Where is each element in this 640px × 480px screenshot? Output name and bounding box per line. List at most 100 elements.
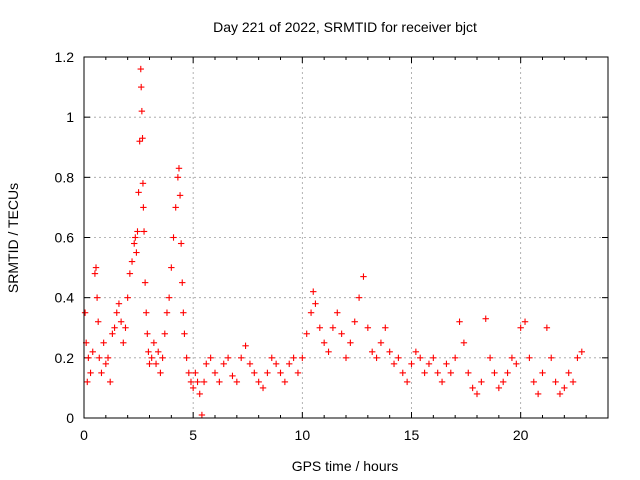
data-point <box>281 378 289 386</box>
data-point <box>194 378 201 386</box>
data-point <box>451 354 459 362</box>
data-point <box>170 234 177 241</box>
x-axis-label: GPS time / hours <box>292 458 399 474</box>
data-point <box>334 309 341 316</box>
data-point <box>140 228 148 235</box>
data-point <box>556 390 564 398</box>
data-point <box>310 288 317 295</box>
data-point <box>104 354 112 362</box>
data-point <box>316 324 323 331</box>
data-point <box>373 354 380 362</box>
data-point <box>131 240 138 247</box>
y-tick-label: 0.6 <box>55 230 75 246</box>
data-point <box>569 378 577 386</box>
data-point <box>138 83 145 91</box>
data-point <box>325 348 332 356</box>
data-point <box>469 384 476 392</box>
data-point <box>150 339 158 346</box>
data-point <box>513 360 520 368</box>
data-point <box>168 264 175 271</box>
data-point <box>144 330 151 337</box>
data-point <box>390 360 398 368</box>
data-point <box>438 378 446 386</box>
data-point <box>146 360 153 368</box>
data-point <box>172 204 179 211</box>
data-point <box>259 384 267 392</box>
data-point <box>139 180 147 187</box>
data-point <box>145 348 152 356</box>
data-point <box>486 354 494 362</box>
y-tick-label: 0.2 <box>55 350 75 366</box>
x-tick-labels: 0 5 10 15 20 <box>80 427 529 443</box>
data-point <box>198 411 206 419</box>
data-point <box>312 300 319 307</box>
data-point <box>136 138 143 145</box>
data-point <box>386 348 393 356</box>
data-point <box>574 354 581 362</box>
data-point <box>526 354 533 362</box>
data-point <box>187 378 195 386</box>
data-point <box>134 228 141 235</box>
chart-title: Day 221 of 2022, SRMTID for receiver bjc… <box>213 19 477 35</box>
data-point <box>290 354 297 362</box>
data-point <box>430 354 437 362</box>
data-point <box>246 360 254 368</box>
data-point <box>338 330 345 337</box>
data-point <box>233 378 241 386</box>
data-point <box>434 369 441 377</box>
data-point <box>456 318 463 325</box>
data-point <box>320 339 328 346</box>
data-point <box>87 369 94 377</box>
data-point <box>552 378 559 386</box>
data-point <box>161 330 168 337</box>
plot-frame <box>83 56 609 419</box>
data-point <box>138 107 146 115</box>
data-point <box>294 369 302 377</box>
data-point <box>561 384 568 392</box>
data-point <box>128 258 136 265</box>
data-point <box>539 369 546 377</box>
x-tick-label: 0 <box>80 427 88 443</box>
data-point <box>517 324 524 331</box>
data-point <box>307 309 315 316</box>
y-tick-label: 1.2 <box>55 49 75 65</box>
data-point <box>482 315 489 322</box>
data-point <box>224 354 232 362</box>
y-tick-label: 0.8 <box>55 169 75 185</box>
data-point <box>192 369 199 377</box>
data-point <box>207 354 214 362</box>
data-point <box>203 360 210 368</box>
data-point <box>107 378 114 386</box>
data-point <box>460 339 468 346</box>
data-point <box>139 135 146 142</box>
data-point <box>89 348 96 356</box>
data-point <box>165 294 173 301</box>
data-point <box>238 354 245 362</box>
data-point <box>183 354 190 362</box>
data-point <box>163 309 171 316</box>
data-point <box>98 369 105 377</box>
data-point <box>417 354 424 362</box>
data-point <box>534 390 542 398</box>
data-point <box>152 360 160 368</box>
data-point <box>277 369 284 377</box>
data-point <box>176 192 184 199</box>
data-point <box>100 339 107 346</box>
data-point <box>504 369 511 377</box>
data-point <box>84 378 91 386</box>
data-point <box>521 318 529 325</box>
data-point <box>403 378 411 386</box>
data-point <box>126 270 134 277</box>
data-point <box>177 240 185 247</box>
data-point <box>179 279 186 286</box>
data-point <box>548 354 555 362</box>
data-point <box>189 384 197 392</box>
data-points <box>81 65 585 419</box>
data-point <box>408 360 415 368</box>
data-point <box>347 339 354 346</box>
data-point <box>102 360 110 368</box>
data-point <box>303 330 310 337</box>
x-tick-label: 5 <box>189 427 197 443</box>
data-point <box>155 348 162 356</box>
data-point <box>148 354 155 362</box>
